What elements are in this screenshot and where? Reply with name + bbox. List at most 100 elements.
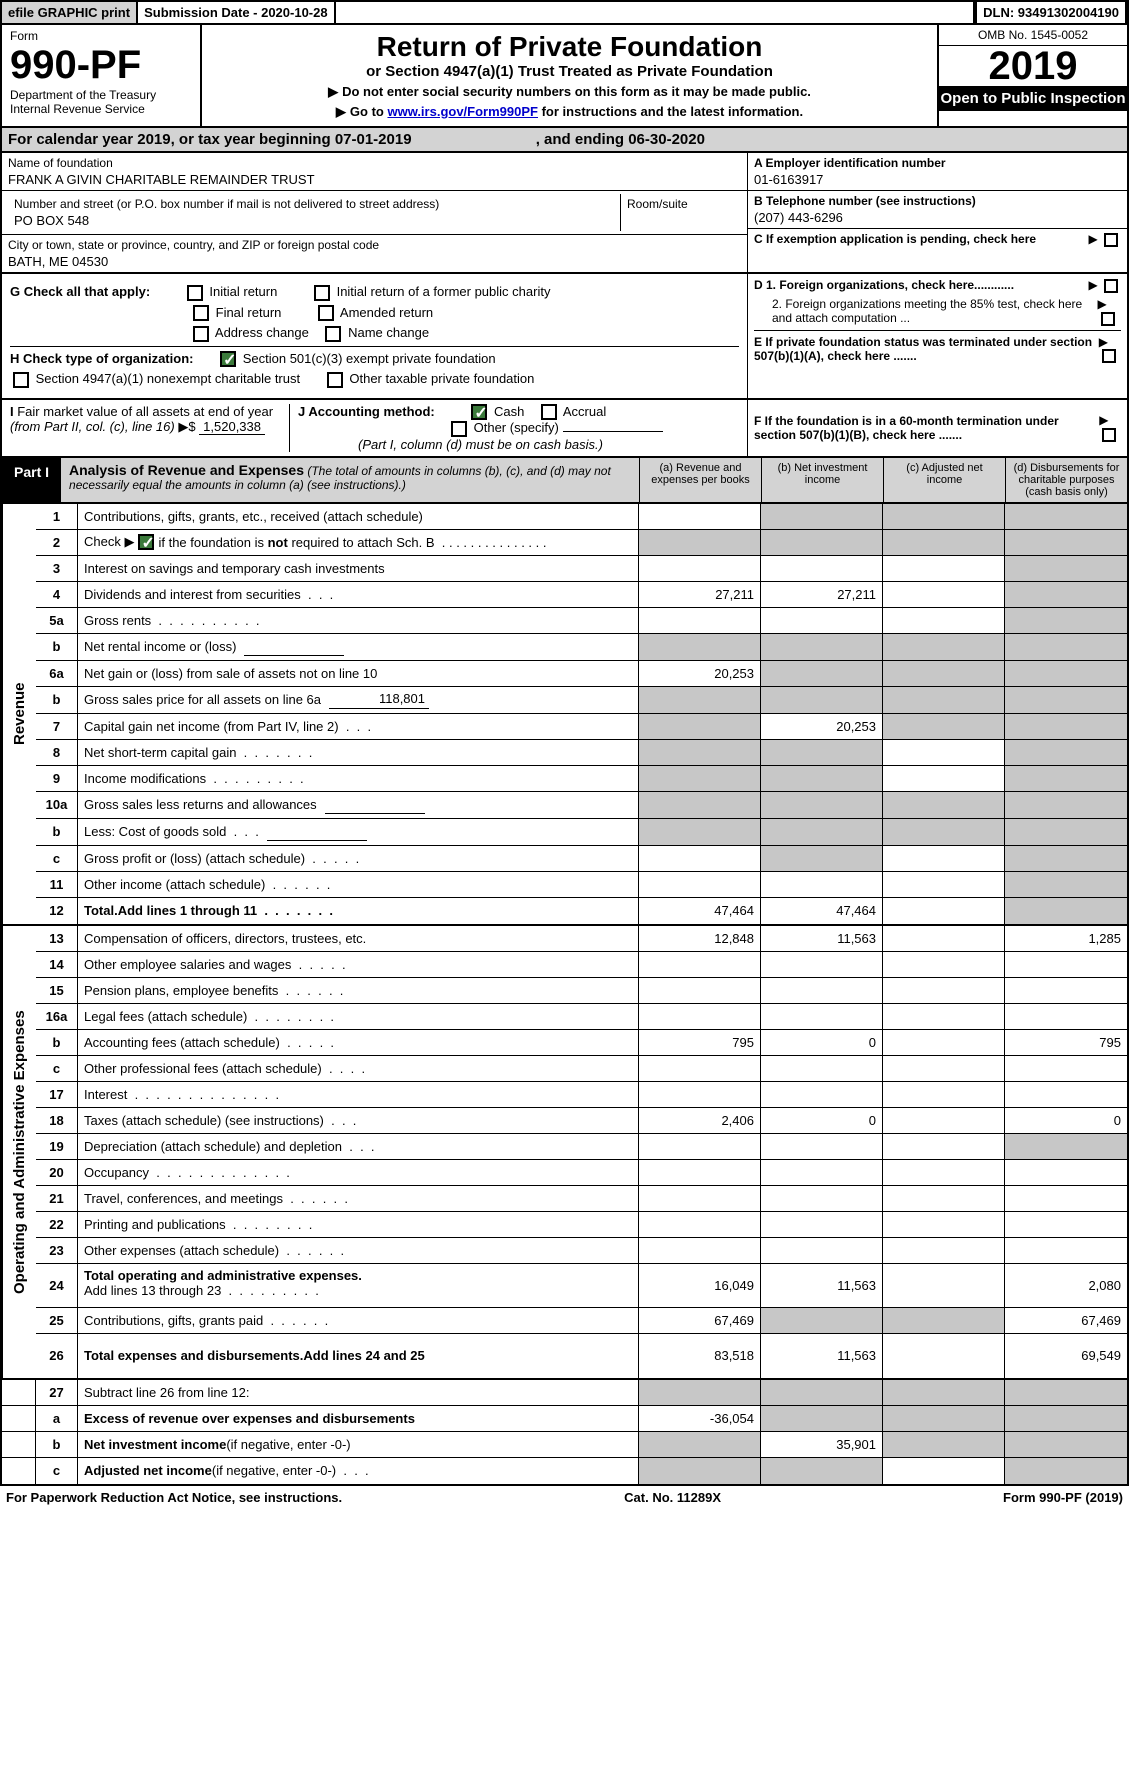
line-27c: Adjusted net income (if negative, enter … (78, 1458, 639, 1484)
part-i-header: Part I Analysis of Revenue and Expenses … (0, 458, 1129, 504)
submission-date: Submission Date - 2020-10-28 (138, 2, 336, 23)
cb-name-change[interactable] (325, 326, 341, 342)
calendar-year-row: For calendar year 2019, or tax year begi… (0, 128, 1129, 153)
cb-accrual[interactable] (541, 404, 557, 420)
line-16c: Other professional fees (attach schedule… (78, 1056, 639, 1081)
line-19: Depreciation (attach schedule) and deple… (78, 1134, 639, 1159)
d2-checkbox[interactable] (1101, 312, 1115, 326)
phone: (207) 443-6296 (754, 210, 1121, 225)
d1-checkbox[interactable] (1104, 279, 1118, 293)
line-5b: Net rental income or (loss) (78, 634, 639, 660)
form-name: 990-PF (10, 43, 192, 88)
c-checkbox[interactable] (1104, 233, 1118, 247)
line-15: Pension plans, employee benefits . . . .… (78, 978, 639, 1003)
cb-addr-change[interactable] (193, 326, 209, 342)
fmv-value: 1,520,338 (199, 419, 265, 435)
cb-4947[interactable] (13, 372, 29, 388)
cb-sch-b[interactable] (138, 534, 154, 550)
c-label: C If exemption application is pending, c… (754, 232, 1036, 246)
line-13: Compensation of officers, directors, tru… (78, 926, 639, 951)
open-public: Open to Public Inspection (939, 86, 1127, 111)
form-title: Return of Private Foundation (214, 31, 925, 63)
form-footer: For Paperwork Reduction Act Notice, see … (0, 1486, 1129, 1509)
line-25: Contributions, gifts, grants paid . . . … (78, 1308, 639, 1333)
cb-other-tax[interactable] (327, 372, 343, 388)
line-17: Interest . . . . . . . . . . . . . . (78, 1082, 639, 1107)
line-27b: Net investment income (if negative, ente… (78, 1432, 639, 1457)
line-16a: Legal fees (attach schedule) . . . . . .… (78, 1004, 639, 1029)
dept-treasury: Department of the Treasury (10, 88, 192, 102)
e-checkbox[interactable] (1102, 349, 1116, 363)
part-i-label: Part I (2, 458, 61, 502)
cb-final[interactable] (193, 305, 209, 321)
part-i-title: Analysis of Revenue and Expenses (69, 462, 304, 478)
line-14: Other employee salaries and wages . . . … (78, 952, 639, 977)
d2-label: 2. Foreign organizations meeting the 85%… (754, 297, 1098, 326)
d1-label: D 1. Foreign organizations, check here..… (754, 278, 1014, 293)
line-9: Income modifications . . . . . . . . . (78, 766, 639, 791)
expenses-side-label: Operating and Administrative Expenses (2, 926, 36, 1378)
col-b-header: (b) Net investment income (761, 458, 883, 502)
col-d-header: (d) Disbursements for charitable purpose… (1005, 458, 1127, 502)
line-1: Contributions, gifts, grants, etc., rece… (78, 504, 639, 529)
cb-initial[interactable] (187, 285, 203, 301)
phone-label: B Telephone number (see instructions) (754, 194, 1121, 208)
line-18: Taxes (attach schedule) (see instruction… (78, 1108, 639, 1133)
f-label: F If the foundation is in a 60-month ter… (754, 414, 1099, 442)
line-16b: Accounting fees (attach schedule) . . . … (78, 1030, 639, 1055)
line-10a: Gross sales less returns and allowances (78, 792, 639, 818)
j-note: (Part I, column (d) must be on cash basi… (358, 437, 739, 452)
inst-2-post: for instructions and the latest informat… (538, 104, 803, 119)
line-27-grid: 27Subtract line 26 from line 12: aExcess… (0, 1380, 1129, 1486)
ein: 01-6163917 (754, 172, 1121, 187)
footer-mid: Cat. No. 11289X (624, 1490, 721, 1505)
e-label: E If private foundation status was termi… (754, 335, 1099, 364)
ij-section: I Fair market value of all assets at end… (0, 400, 1129, 458)
line-6a: Net gain or (loss) from sale of assets n… (78, 661, 639, 686)
foundation-info: Name of foundation FRANK A GIVIN CHARITA… (0, 153, 1129, 274)
cb-cash[interactable] (471, 404, 487, 420)
irs: Internal Revenue Service (10, 102, 192, 116)
foundation-name: FRANK A GIVIN CHARITABLE REMAINDER TRUST (8, 172, 741, 187)
line-3: Interest on savings and temporary cash i… (78, 556, 639, 581)
ein-label: A Employer identification number (754, 156, 1121, 170)
room-label: Room/suite (621, 194, 741, 231)
form-word: Form (10, 29, 192, 43)
efile-print-button[interactable]: efile GRAPHIC print (2, 2, 138, 23)
city-label: City or town, state or province, country… (8, 238, 741, 252)
topbar-spacer (336, 2, 976, 23)
line-8: Net short-term capital gain . . . . . . … (78, 740, 639, 765)
dln: DLN: 93491302004190 (975, 2, 1127, 23)
line-10b: Less: Cost of goods sold . . . (78, 819, 639, 845)
inst-1: Do not enter social security numbers on … (342, 84, 811, 99)
f-checkbox[interactable] (1102, 428, 1116, 442)
inst-2-pre: Go to (350, 104, 388, 119)
line-11: Other income (attach schedule) . . . . .… (78, 872, 639, 897)
line-22: Printing and publications . . . . . . . … (78, 1212, 639, 1237)
cb-amended[interactable] (318, 305, 334, 321)
line-4: Dividends and interest from securities .… (78, 582, 639, 607)
line-10c: Gross profit or (loss) (attach schedule)… (78, 846, 639, 871)
line-24: Total operating and administrative expen… (78, 1264, 639, 1307)
cb-other[interactable] (451, 421, 467, 437)
footer-right: Form 990-PF (2019) (1003, 1490, 1123, 1505)
line-27a: Excess of revenue over expenses and disb… (78, 1406, 639, 1431)
expenses-grid: Operating and Administrative Expenses 13… (0, 926, 1129, 1380)
omb-number: OMB No. 1545-0052 (939, 25, 1127, 46)
line-6b: Gross sales price for all assets on line… (78, 687, 639, 713)
cb-initial-former[interactable] (314, 285, 330, 301)
name-label: Name of foundation (8, 156, 741, 170)
form-link[interactable]: www.irs.gov/Form990PF (387, 104, 538, 119)
line-7: Capital gain net income (from Part IV, l… (78, 714, 639, 739)
h-label: H Check type of organization: (10, 351, 193, 366)
form-subtitle: or Section 4947(a)(1) Trust Treated as P… (214, 63, 925, 80)
line-21: Travel, conferences, and meetings . . . … (78, 1186, 639, 1211)
line-20: Occupancy . . . . . . . . . . . . . (78, 1160, 639, 1185)
tax-year: 2019 (939, 46, 1127, 86)
cb-501c3[interactable] (220, 351, 236, 367)
addr-label: Number and street (or P.O. box number if… (14, 197, 614, 211)
col-a-header: (a) Revenue and expenses per books (639, 458, 761, 502)
line-2: Check ▶ if the foundation is not require… (78, 530, 639, 555)
g-section: G Check all that apply: Initial return I… (0, 274, 1129, 400)
line-5a: Gross rents . . . . . . . . . . (78, 608, 639, 633)
